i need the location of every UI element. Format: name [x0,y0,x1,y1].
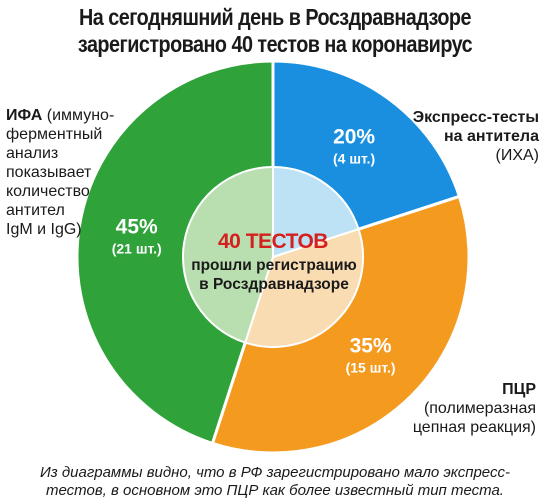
ifa-line: IgM и IgG) [6,221,82,238]
chart-title-line-2: зарегистровано 40 тестов на коронавирус [77,31,473,57]
center-headline: 40 ТЕСТОВ [218,230,328,253]
caption-line-1: Из диаграммы видно, что в РФ зарегистрир… [40,464,510,481]
ifa-abbr: ИФА [6,107,43,124]
pcr-line: цепная реакция) [412,419,536,436]
chart-title: На сегодняшний день в Росздравнадзоре за… [39,4,512,58]
express-name-line: Экспресс-тесты [412,109,539,126]
legend-label-pcr: ПЦР (полимеразная цепная реакция) [376,380,536,437]
inner-slice-ifa [182,165,274,344]
ifa-text-1: (иммуно- [42,107,115,124]
express-sub: (ИХА) [495,147,540,164]
pcr-name: ПЦР [502,381,536,398]
express-name-line: на антитела [443,128,539,145]
slice-value-label-ifa: 45% [116,215,158,238]
center-line-1: прошли регистрацию [191,257,357,274]
slice-count-label-ifa: (21 шт.) [112,240,162,256]
ifa-line: ферментный [6,126,103,143]
caption-line-2: тестов, в основном это ПЦР как более изв… [46,482,504,499]
legend-label-ifa: ИФА (иммуно- ферментный анализ показывае… [6,106,121,239]
chart-title-line-1: На сегодняшний день в Росздравнадзоре [78,4,472,30]
slice-count-label-pcr: (15 шт.) [346,360,396,376]
donut-inner-ring [182,165,364,348]
legend-label-express: Экспресс-тесты на антитела (ИХА) [379,108,539,165]
inner-slice-pcr [243,227,364,348]
inner-slice-express [272,165,360,259]
slice-value-label-pcr: 35% [350,335,392,358]
chart-caption: Из диаграммы видно, что в РФ зарегистрир… [0,464,550,500]
ifa-line: количество [6,183,90,200]
center-line-2: в Росздравнадзоре [199,276,349,293]
slice-ifa [75,59,275,446]
slice-count-label-express: (4 шт.) [333,150,375,166]
ifa-line: антител [6,202,65,219]
slice-value-label-express: 20% [333,125,375,148]
ifa-line: показывает [6,164,92,181]
pcr-line: (полимеразная [423,400,536,417]
ifa-line: анализ [6,145,59,162]
slice-labels: 20% (4 шт.) 35% (15 шт.) 45% (21 шт.) [112,125,396,375]
center-label: 40 ТЕСТОВ прошли регистрацию в Росздравн… [191,230,357,293]
